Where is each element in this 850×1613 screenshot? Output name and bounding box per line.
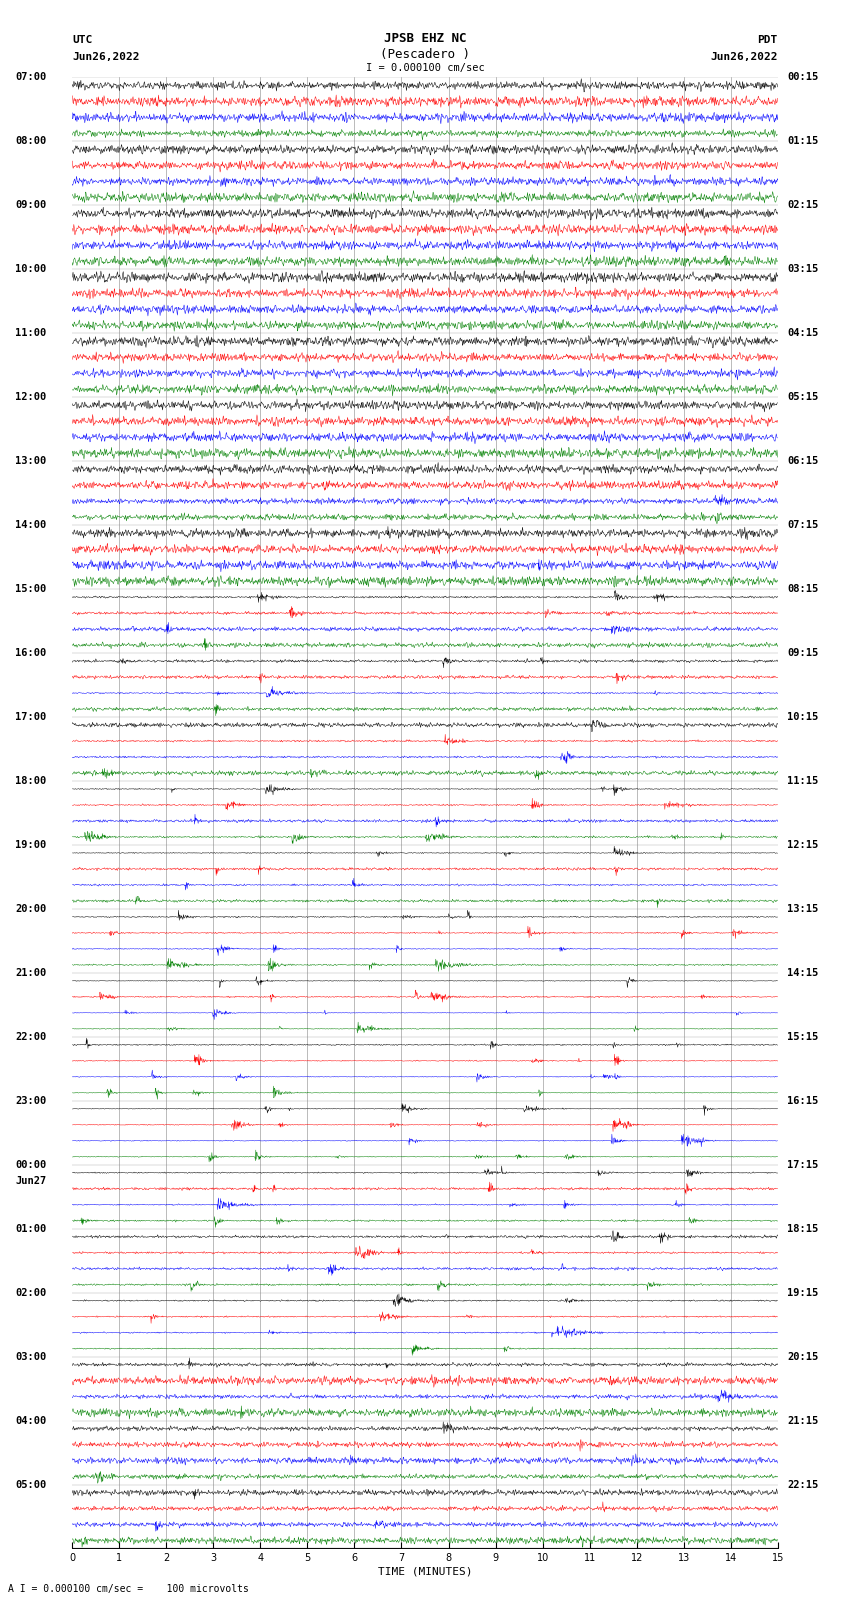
Text: 18:00: 18:00 — [15, 776, 47, 786]
Text: 21:00: 21:00 — [15, 968, 47, 977]
Text: 15:00: 15:00 — [15, 584, 47, 594]
Text: UTC: UTC — [72, 35, 93, 45]
Text: 10:00: 10:00 — [15, 265, 47, 274]
Text: Jun26,2022: Jun26,2022 — [711, 52, 778, 61]
Text: Jun26,2022: Jun26,2022 — [72, 52, 139, 61]
Text: 15:15: 15:15 — [787, 1032, 819, 1042]
Text: 14:00: 14:00 — [15, 519, 47, 531]
Text: 01:15: 01:15 — [787, 137, 819, 147]
Text: 12:00: 12:00 — [15, 392, 47, 402]
Text: 19:15: 19:15 — [787, 1287, 819, 1297]
Text: 12:15: 12:15 — [787, 840, 819, 850]
Text: 08:15: 08:15 — [787, 584, 819, 594]
Text: 14:15: 14:15 — [787, 968, 819, 977]
Text: 04:00: 04:00 — [15, 1416, 47, 1426]
Text: 09:15: 09:15 — [787, 648, 819, 658]
Text: A I = 0.000100 cm/sec =    100 microvolts: A I = 0.000100 cm/sec = 100 microvolts — [8, 1584, 249, 1594]
Text: 10:15: 10:15 — [787, 711, 819, 723]
Text: 20:15: 20:15 — [787, 1352, 819, 1361]
Text: 03:00: 03:00 — [15, 1352, 47, 1361]
Text: 13:00: 13:00 — [15, 456, 47, 466]
Text: 23:00: 23:00 — [15, 1095, 47, 1107]
Text: 02:00: 02:00 — [15, 1287, 47, 1297]
Text: I = 0.000100 cm/sec: I = 0.000100 cm/sec — [366, 63, 484, 73]
Text: 01:00: 01:00 — [15, 1224, 47, 1234]
Text: 02:15: 02:15 — [787, 200, 819, 210]
Text: 21:15: 21:15 — [787, 1416, 819, 1426]
Text: Jun27: Jun27 — [15, 1176, 47, 1186]
Text: 18:15: 18:15 — [787, 1224, 819, 1234]
Text: 17:00: 17:00 — [15, 711, 47, 723]
Text: 07:00: 07:00 — [15, 73, 47, 82]
Text: 22:00: 22:00 — [15, 1032, 47, 1042]
Text: 16:15: 16:15 — [787, 1095, 819, 1107]
Text: 17:15: 17:15 — [787, 1160, 819, 1169]
Text: 05:00: 05:00 — [15, 1479, 47, 1489]
Text: 00:00: 00:00 — [15, 1160, 47, 1169]
Text: 03:15: 03:15 — [787, 265, 819, 274]
Text: 05:15: 05:15 — [787, 392, 819, 402]
Text: 20:00: 20:00 — [15, 903, 47, 915]
Text: 11:00: 11:00 — [15, 329, 47, 339]
Text: 13:15: 13:15 — [787, 903, 819, 915]
Text: 16:00: 16:00 — [15, 648, 47, 658]
Text: 19:00: 19:00 — [15, 840, 47, 850]
Text: 22:15: 22:15 — [787, 1479, 819, 1489]
Text: 07:15: 07:15 — [787, 519, 819, 531]
Text: 00:15: 00:15 — [787, 73, 819, 82]
Text: 11:15: 11:15 — [787, 776, 819, 786]
Text: 04:15: 04:15 — [787, 329, 819, 339]
Text: (Pescadero ): (Pescadero ) — [380, 48, 470, 61]
Text: PDT: PDT — [757, 35, 778, 45]
Text: 06:15: 06:15 — [787, 456, 819, 466]
X-axis label: TIME (MINUTES): TIME (MINUTES) — [377, 1566, 473, 1576]
Text: 08:00: 08:00 — [15, 137, 47, 147]
Text: JPSB EHZ NC: JPSB EHZ NC — [383, 32, 467, 45]
Text: 09:00: 09:00 — [15, 200, 47, 210]
